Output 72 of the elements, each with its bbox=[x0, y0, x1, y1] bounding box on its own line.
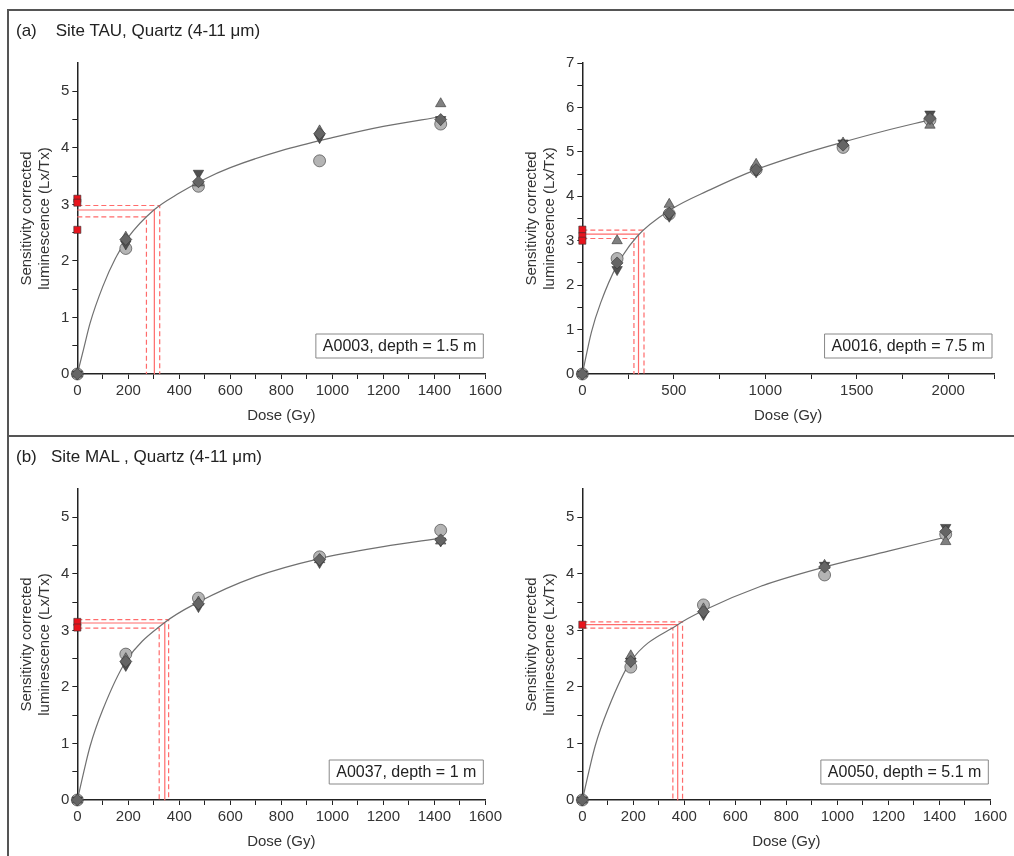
y-tick-label: 1 bbox=[566, 733, 575, 751]
y-tick-label: 2 bbox=[566, 275, 575, 293]
x-tick-label: 600 bbox=[722, 807, 748, 825]
chart-title: (a) Site TAU, Quartz (4-11 μm) bbox=[16, 21, 261, 41]
x-tick-label: 800 bbox=[268, 381, 294, 399]
y-tick-label: 0 bbox=[61, 364, 70, 382]
y-tick-label: 3 bbox=[61, 620, 70, 638]
y-tick-label: 5 bbox=[566, 507, 575, 525]
x-tick-label: 400 bbox=[166, 381, 192, 399]
y-tick-label: 4 bbox=[566, 186, 575, 204]
y-tick-label: 5 bbox=[566, 142, 575, 159]
y-tick-label: 4 bbox=[566, 563, 575, 581]
y-tick-label: 4 bbox=[61, 563, 70, 581]
annotation: A0050, depth = 5.1 m bbox=[827, 762, 982, 780]
annotation: A0037, depth = 1 m bbox=[336, 762, 477, 780]
y-axis-title: Sensitivity corrected luminescence (Lx/Tx) bbox=[17, 147, 53, 290]
x-tick-label: 0 bbox=[73, 381, 82, 399]
x-tick-label: 400 bbox=[671, 807, 697, 825]
y-axis-title: Sensitivity corrected luminescence (Lx/Tx) bbox=[522, 573, 558, 716]
y-tick-label: 0 bbox=[61, 790, 70, 808]
x-tick-label: 1600 bbox=[973, 807, 1007, 825]
x-tick-label: 0 bbox=[73, 807, 82, 825]
x-tick-label: 800 bbox=[773, 807, 799, 825]
x-tick-label: 800 bbox=[268, 807, 294, 825]
x-tick-label: 1600 bbox=[468, 807, 502, 825]
y-tick-label: 2 bbox=[61, 677, 70, 695]
y-tick-label: 1 bbox=[61, 733, 70, 751]
y-tick-label: 1 bbox=[566, 319, 575, 337]
x-tick-label: 200 bbox=[620, 807, 646, 825]
x-tick-label: 1000 bbox=[748, 381, 782, 399]
x-axis-title: Dose (Gy) bbox=[247, 832, 316, 850]
chart-title: (b) Site MAL , Quartz (4-11 μm) bbox=[16, 447, 262, 467]
x-tick-label: 0 bbox=[578, 807, 587, 825]
x-tick-label: 500 bbox=[661, 381, 687, 399]
y-tick-label: 4 bbox=[61, 137, 70, 155]
x-tick-label: 1400 bbox=[922, 807, 957, 825]
y-tick-label: 7 bbox=[566, 53, 575, 71]
x-tick-label: 1000 bbox=[315, 381, 350, 399]
y-tick-label: 0 bbox=[566, 790, 575, 808]
x-tick-label: 200 bbox=[115, 807, 141, 825]
y-tick-label: 3 bbox=[566, 230, 575, 248]
x-tick-label: 0 bbox=[578, 381, 587, 399]
x-tick-label: 1000 bbox=[820, 807, 855, 825]
x-tick-label: 1200 bbox=[366, 381, 401, 399]
y-tick-label: 3 bbox=[61, 194, 70, 212]
y-axis-title: Sensitivity corrected luminescence (Lx/Tx) bbox=[522, 147, 558, 290]
x-tick-label: 1600 bbox=[468, 381, 502, 399]
y-tick-label: 3 bbox=[566, 620, 575, 638]
x-tick-label: 1000 bbox=[315, 807, 350, 825]
x-tick-label: 1500 bbox=[840, 381, 874, 399]
y-tick-label: 2 bbox=[61, 251, 70, 269]
x-tick-label: 1200 bbox=[366, 807, 401, 825]
x-tick-label: 600 bbox=[217, 807, 243, 825]
y-tick-label: 2 bbox=[566, 677, 575, 695]
annotation: A0003, depth = 1.5 m bbox=[322, 336, 477, 354]
x-axis-title: Dose (Gy) bbox=[752, 832, 821, 850]
x-tick-label: 1400 bbox=[417, 381, 452, 399]
y-tick-label: 0 bbox=[566, 364, 575, 382]
x-tick-label: 1200 bbox=[871, 807, 906, 825]
annotation: A0016, depth = 7.5 m bbox=[831, 336, 986, 354]
x-tick-label: 1400 bbox=[417, 807, 452, 825]
x-tick-label: 400 bbox=[166, 807, 192, 825]
y-tick-label: 5 bbox=[61, 81, 70, 99]
y-tick-label: 5 bbox=[61, 507, 70, 525]
x-tick-label: 600 bbox=[217, 381, 243, 399]
x-axis-title: Dose (Gy) bbox=[247, 406, 316, 424]
y-tick-label: 6 bbox=[566, 97, 575, 115]
y-axis-title: Sensitivity corrected luminescence (Lx/Tx) bbox=[17, 573, 53, 716]
x-axis-title: Dose (Gy) bbox=[754, 406, 823, 424]
x-tick-label: 200 bbox=[115, 381, 141, 399]
x-tick-label: 2000 bbox=[931, 381, 965, 399]
y-tick-label: 1 bbox=[61, 307, 70, 325]
